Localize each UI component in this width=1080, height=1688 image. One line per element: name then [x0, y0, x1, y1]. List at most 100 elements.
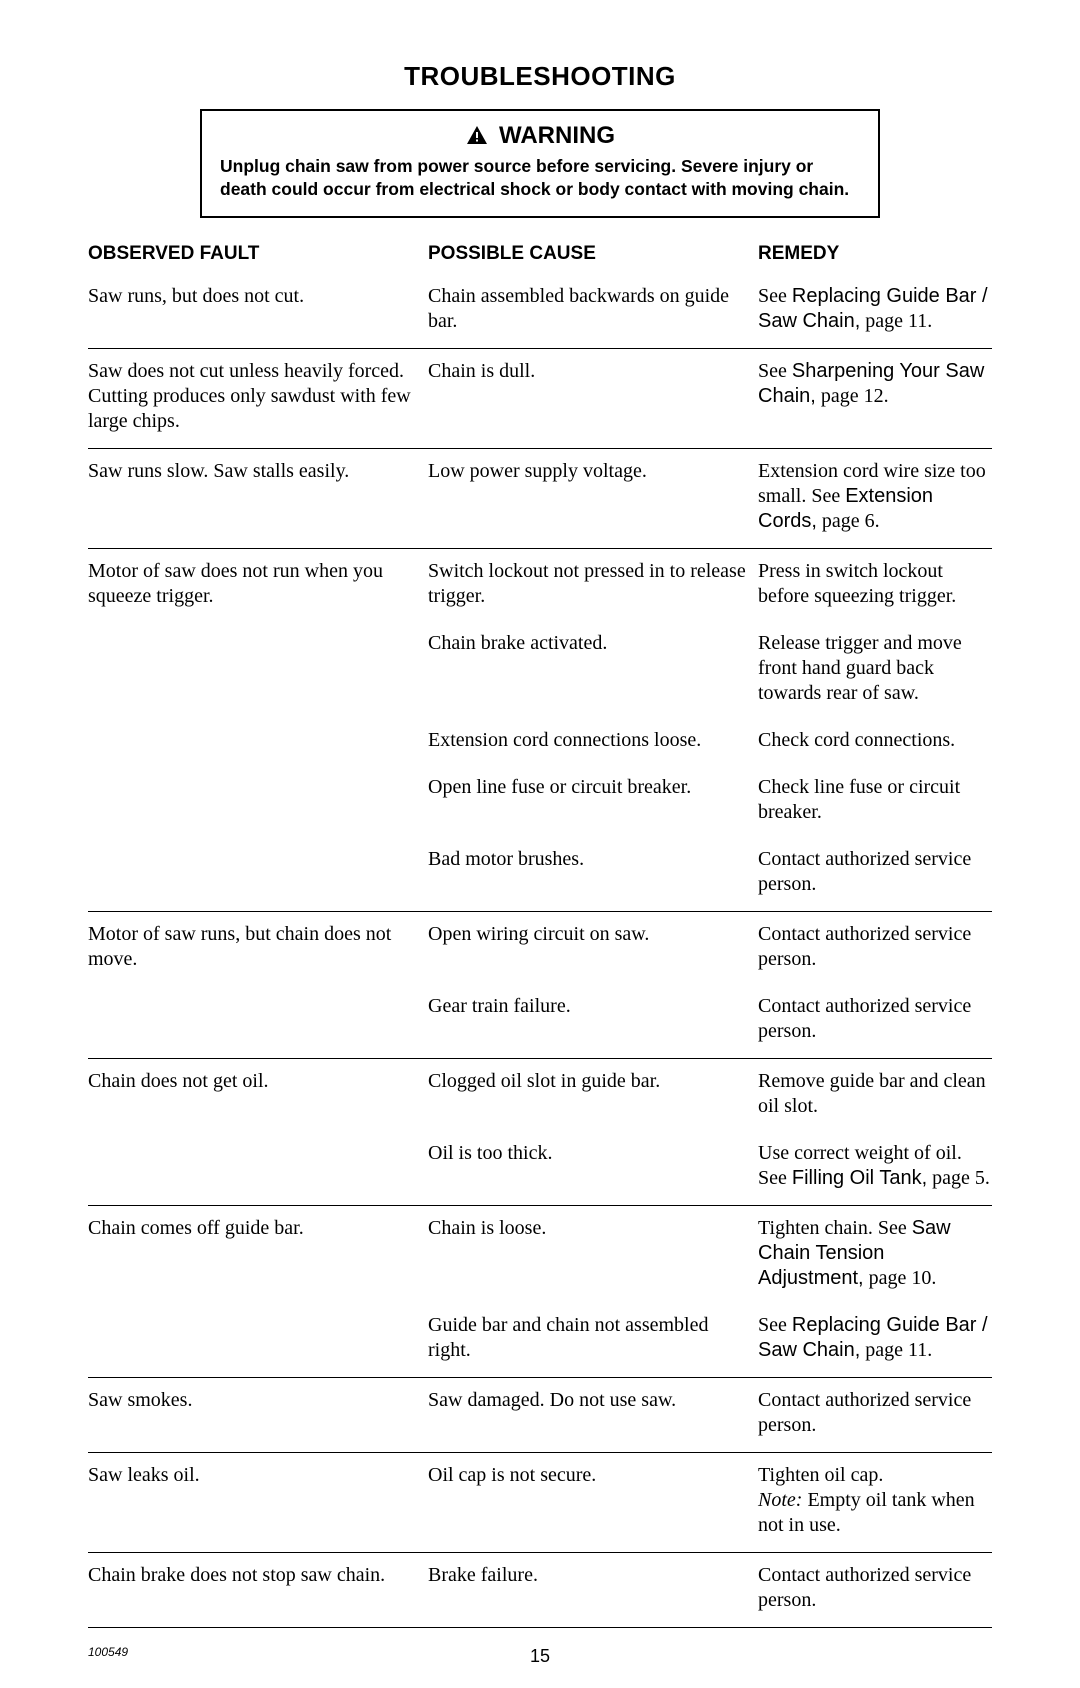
remedy-cell: Contact authorized service person.: [758, 994, 992, 1044]
remedy-text: Remove guide bar and clean oil slot.: [758, 1070, 986, 1117]
possible-cause-cell: Oil cap is not secure.: [428, 1463, 758, 1488]
fault-group: Saw runs slow. Saw stalls easily.Low pow…: [88, 449, 992, 549]
fault-group: Chain comes off guide bar.Chain is loose…: [88, 1206, 992, 1378]
remedy-text: Contact authorized service person.: [758, 923, 971, 970]
remedy-text: Contact authorized service person.: [758, 848, 971, 895]
table-row: Oil is too thick.Use correct weight of o…: [88, 1141, 992, 1191]
remedy-text: See: [758, 360, 792, 382]
remedy-text: Press in switch lockout before squeezing…: [758, 560, 956, 607]
observed-fault-cell: Chain comes off guide bar.: [88, 1216, 428, 1241]
possible-cause-cell: Clogged oil slot in guide bar.: [428, 1069, 758, 1094]
page-footer: 100549 15: [88, 1645, 992, 1660]
remedy-text: Contact authorized service person.: [758, 995, 971, 1042]
remedy-text: page 12.: [816, 385, 889, 407]
remedy-text: Contact authorized service person.: [758, 1564, 971, 1611]
remedy-cell: See Replacing Guide Bar / Saw Chain, pag…: [758, 1313, 992, 1363]
table-row: Chain brake activated.Release trigger an…: [88, 631, 992, 706]
observed-fault-cell: Chain brake does not stop saw chain.: [88, 1563, 428, 1588]
remedy-cell: Tighten oil cap.Note: Empty oil tank whe…: [758, 1463, 992, 1538]
remedy-cell: Remove guide bar and clean oil slot.: [758, 1069, 992, 1119]
table-row: Saw runs, but does not cut.Chain assembl…: [88, 284, 992, 334]
remedy-text: Filling Oil Tank,: [792, 1167, 927, 1189]
remedy-text: Release trigger and move front hand guar…: [758, 632, 962, 704]
possible-cause-cell: Guide bar and chain not assembled right.: [428, 1313, 758, 1363]
troubleshooting-table: Saw runs, but does not cut.Chain assembl…: [88, 274, 992, 1628]
observed-fault-cell: Motor of saw does not run when you squee…: [88, 559, 428, 609]
remedy-cell: See Sharpening Your Saw Chain, page 12.: [758, 359, 992, 409]
remedy-cell: Check cord connections.: [758, 728, 992, 753]
table-row: Guide bar and chain not assembled right.…: [88, 1313, 992, 1363]
remedy-cell: Tighten chain. See Saw Chain Tension Adj…: [758, 1216, 992, 1291]
fault-group: Motor of saw does not run when you squee…: [88, 549, 992, 912]
table-row: Saw smokes.Saw damaged. Do not use saw.C…: [88, 1388, 992, 1438]
table-row: Saw does not cut unless heavily forced. …: [88, 359, 992, 434]
remedy-cell: Press in switch lockout before squeezing…: [758, 559, 992, 609]
remedy-text: page 11.: [860, 1339, 932, 1361]
table-row: Bad motor brushes.Contact authorized ser…: [88, 847, 992, 897]
possible-cause-cell: Oil is too thick.: [428, 1141, 758, 1166]
remedy-text: See: [758, 285, 792, 307]
table-row: Chain comes off guide bar.Chain is loose…: [88, 1216, 992, 1291]
warning-box: WARNING Unplug chain saw from power sour…: [200, 109, 880, 218]
fault-group: Saw smokes.Saw damaged. Do not use saw.C…: [88, 1378, 992, 1453]
remedy-text: page 11.: [860, 310, 932, 332]
remedy-cell: See Replacing Guide Bar / Saw Chain, pag…: [758, 284, 992, 334]
possible-cause-cell: Gear train failure.: [428, 994, 758, 1019]
observed-fault-cell: Saw smokes.: [88, 1388, 428, 1413]
remedy-cell: Extension cord wire size too small. See …: [758, 459, 992, 534]
observed-fault-cell: Saw runs, but does not cut.: [88, 284, 428, 309]
possible-cause-cell: Chain is loose.: [428, 1216, 758, 1241]
header-observed-fault: OBSERVED FAULT: [88, 242, 428, 266]
fault-group: Chain does not get oil.Clogged oil slot …: [88, 1059, 992, 1206]
remedy-text: page 6.: [817, 510, 880, 532]
header-remedy: REMEDY: [758, 242, 992, 266]
possible-cause-cell: Open wiring circuit on saw.: [428, 922, 758, 947]
remedy-cell: Release trigger and move front hand guar…: [758, 631, 992, 706]
column-headers: OBSERVED FAULT POSSIBLE CAUSE REMEDY: [88, 242, 992, 266]
remedy-cell: Check line fuse or circuit breaker.: [758, 775, 992, 825]
remedy-cell: Contact authorized service person.: [758, 1388, 992, 1438]
remedy-text: Note:: [758, 1489, 802, 1511]
remedy-text: Tighten chain. See: [758, 1217, 912, 1239]
remedy-text: Check cord connections.: [758, 729, 955, 751]
remedy-text: page 5.: [927, 1167, 990, 1189]
table-row: Gear train failure.Contact authorized se…: [88, 994, 992, 1044]
fault-group: Saw runs, but does not cut.Chain assembl…: [88, 274, 992, 349]
fault-group: Saw does not cut unless heavily forced. …: [88, 349, 992, 449]
warning-body: Unplug chain saw from power source befor…: [220, 155, 860, 202]
observed-fault-cell: Motor of saw runs, but chain does not mo…: [88, 922, 428, 972]
observed-fault-cell: Saw leaks oil.: [88, 1463, 428, 1488]
remedy-text: See: [758, 1314, 792, 1336]
page-title: TROUBLESHOOTING: [88, 60, 992, 93]
table-row: Extension cord connections loose.Check c…: [88, 728, 992, 753]
observed-fault-cell: Saw runs slow. Saw stalls easily.: [88, 459, 428, 484]
possible-cause-cell: Low power supply voltage.: [428, 459, 758, 484]
header-possible-cause: POSSIBLE CAUSE: [428, 242, 758, 266]
page-number: 15: [88, 1645, 992, 1668]
possible-cause-cell: Saw damaged. Do not use saw.: [428, 1388, 758, 1413]
possible-cause-cell: Open line fuse or circuit breaker.: [428, 775, 758, 800]
page-container: TROUBLESHOOTING WARNING Unplug chain saw…: [0, 0, 1080, 1688]
remedy-text: Check line fuse or circuit breaker.: [758, 776, 960, 823]
possible-cause-cell: Chain assembled backwards on guide bar.: [428, 284, 758, 334]
warning-heading: WARNING: [220, 121, 860, 151]
remedy-cell: Contact authorized service person.: [758, 1563, 992, 1613]
fault-group: Saw leaks oil.Oil cap is not secure.Tigh…: [88, 1453, 992, 1553]
observed-fault-cell: Chain does not get oil.: [88, 1069, 428, 1094]
remedy-text: Contact authorized service person.: [758, 1389, 971, 1436]
table-row: Motor of saw does not run when you squee…: [88, 559, 992, 609]
table-row: Saw runs slow. Saw stalls easily.Low pow…: [88, 459, 992, 534]
remedy-cell: Contact authorized service person.: [758, 922, 992, 972]
possible-cause-cell: Brake failure.: [428, 1563, 758, 1588]
table-row: Open line fuse or circuit breaker.Check …: [88, 775, 992, 825]
fault-group: Chain brake does not stop saw chain.Brak…: [88, 1553, 992, 1628]
possible-cause-cell: Chain is dull.: [428, 359, 758, 384]
table-row: Motor of saw runs, but chain does not mo…: [88, 922, 992, 972]
remedy-cell: Contact authorized service person.: [758, 847, 992, 897]
table-row: Saw leaks oil.Oil cap is not secure.Tigh…: [88, 1463, 992, 1538]
possible-cause-cell: Bad motor brushes.: [428, 847, 758, 872]
warning-label: WARNING: [499, 121, 615, 151]
possible-cause-cell: Chain brake activated.: [428, 631, 758, 656]
possible-cause-cell: Extension cord connections loose.: [428, 728, 758, 753]
table-row: Chain brake does not stop saw chain.Brak…: [88, 1563, 992, 1613]
